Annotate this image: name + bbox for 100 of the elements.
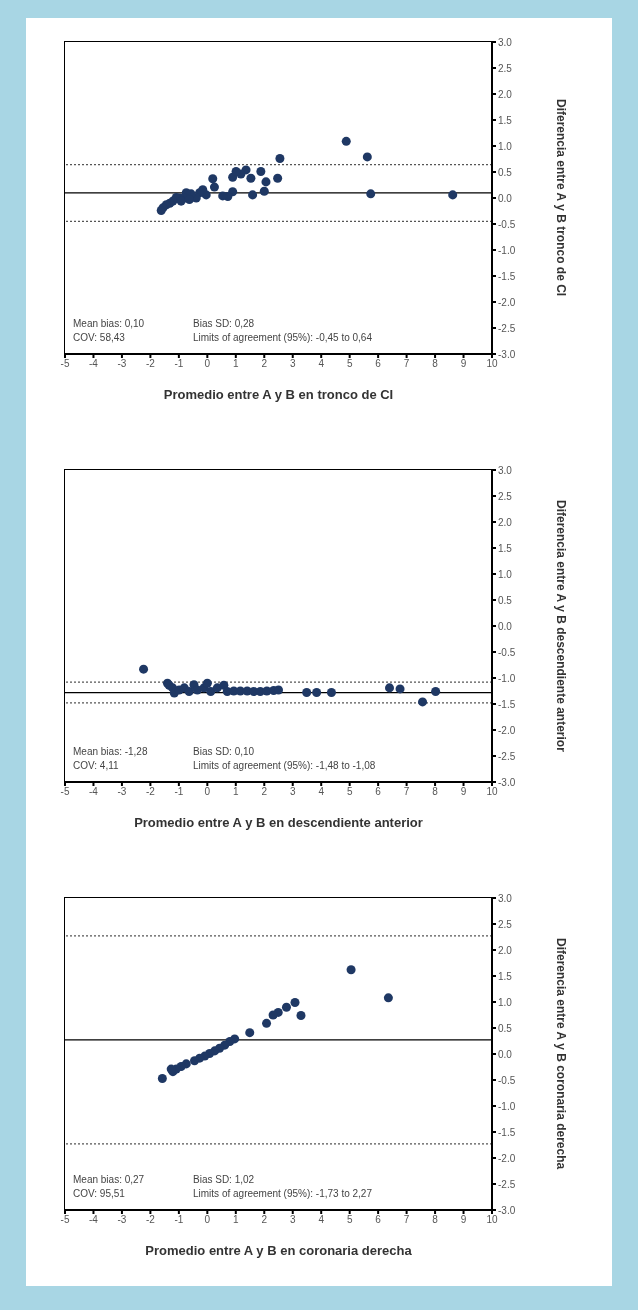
x-tick-label: -3 <box>117 358 127 370</box>
x-tick-label: -1 <box>174 358 184 370</box>
annotation: COV: 58,43 <box>73 332 126 343</box>
y-tick-label: -2.5 <box>498 750 516 762</box>
y-tick-label: 1.0 <box>498 140 513 152</box>
point <box>275 153 285 163</box>
y-tick-label: 0.5 <box>498 166 513 178</box>
x-tick-label: 4 <box>318 1214 325 1226</box>
point <box>302 688 312 698</box>
point <box>157 1073 167 1083</box>
y-tick-label: 3.0 <box>498 36 513 48</box>
x-axis-title: Promedio entre A y B en coronaria derecha <box>145 1243 413 1258</box>
x-tick-label: 2 <box>261 358 268 370</box>
x-tick-label: 6 <box>375 1214 382 1226</box>
x-tick-label: 1 <box>233 786 240 798</box>
y-tick-label: 3.0 <box>498 892 513 904</box>
x-tick-label: 9 <box>460 786 467 798</box>
y-tick-label: -1.5 <box>498 270 516 282</box>
point <box>259 186 269 196</box>
annotation: COV: 95,51 <box>73 1188 126 1199</box>
y-tick-label: -3.0 <box>498 1204 516 1216</box>
point <box>268 1010 278 1020</box>
x-tick-label: 0 <box>204 358 211 370</box>
point <box>281 1002 291 1012</box>
x-tick-label: 3 <box>289 786 296 798</box>
point <box>209 182 219 192</box>
x-tick-label: -2 <box>145 1214 156 1226</box>
point <box>206 687 216 697</box>
point <box>431 687 441 697</box>
x-tick-label: -3 <box>117 1214 127 1226</box>
x-tick-label: 7 <box>403 786 410 798</box>
y-tick-label: -0.5 <box>498 646 516 658</box>
x-tick-label: 3 <box>289 1214 296 1226</box>
annotation: Limits of agreement (95%): -1,73 to 2,27 <box>193 1188 373 1199</box>
annotation: Limits of agreement (95%): -0,45 to 0,64 <box>193 332 373 343</box>
y-tick-label: 0.0 <box>498 1048 513 1060</box>
x-tick-label: 8 <box>432 1214 439 1226</box>
annotation: Mean bias: 0,27 <box>73 1174 146 1185</box>
x-tick-label: 10 <box>486 786 498 798</box>
x-tick-label: -4 <box>89 1214 99 1226</box>
y-tick-label: -0.5 <box>498 1074 516 1086</box>
x-axis-title: Promedio entre A y B en descendiente anterior <box>134 815 423 830</box>
annotation: Limits of agreement (95%): -1,48 to -1,08 <box>193 760 377 771</box>
annotation: Bias SD: 1,02 <box>193 1174 256 1185</box>
point <box>184 687 194 697</box>
point <box>312 688 322 698</box>
x-tick-label: 0 <box>204 1214 211 1226</box>
point <box>262 1018 272 1028</box>
y-tick-label: 1.5 <box>498 542 513 554</box>
point <box>296 1011 306 1021</box>
x-axis-title: Promedio entre A y B en tronco de CI <box>163 387 394 402</box>
point <box>202 678 212 688</box>
y-tick-label: 0.0 <box>498 620 513 632</box>
y-axis-title: Diferencia entre A y B tronco de CI <box>553 98 568 299</box>
x-tick-label: -3 <box>117 786 127 798</box>
y-tick-label: -2.0 <box>498 296 516 308</box>
y-tick-label: 2.5 <box>498 490 513 502</box>
y-tick-label: -1.0 <box>498 1100 516 1112</box>
y-tick-label: -2.0 <box>498 724 516 736</box>
point <box>448 190 458 200</box>
point <box>385 683 395 693</box>
point <box>190 1056 200 1066</box>
y-tick-label: 3.0 <box>498 464 513 476</box>
y-tick-label: 2.0 <box>498 944 513 956</box>
x-tick-label: 2 <box>261 786 268 798</box>
y-tick-label: -1.0 <box>498 672 516 684</box>
y-tick-label: -1.0 <box>498 244 516 256</box>
x-tick-label: 9 <box>460 358 467 370</box>
x-tick-label: 7 <box>403 1214 410 1226</box>
x-tick-label: 8 <box>432 786 439 798</box>
point <box>290 998 300 1008</box>
x-tick-label: 0 <box>204 786 211 798</box>
x-tick-label: -2 <box>145 358 156 370</box>
annotation: Mean bias: -1,28 <box>73 746 149 757</box>
point <box>366 189 376 199</box>
point <box>326 688 336 698</box>
x-tick-label: 8 <box>432 358 439 370</box>
x-tick-label: -4 <box>89 786 99 798</box>
point <box>208 174 218 184</box>
x-tick-label: 6 <box>375 786 382 798</box>
y-tick-label: 0.0 <box>498 192 513 204</box>
annotation: Bias SD: 0,10 <box>193 746 256 757</box>
y-tick-label: 2.0 <box>498 516 513 528</box>
x-tick-label: 1 <box>233 1214 240 1226</box>
y-tick-label: 1.0 <box>498 996 513 1008</box>
x-tick-label: -1 <box>174 1214 184 1226</box>
point <box>261 177 271 187</box>
x-tick-label: 9 <box>460 1214 467 1226</box>
point <box>256 166 266 176</box>
x-tick-label: 7 <box>403 358 410 370</box>
annotation: COV: 4,11 <box>73 760 120 771</box>
y-tick-label: -1.5 <box>498 1126 516 1138</box>
annotation: Mean bias: 0,10 <box>73 318 146 329</box>
point <box>395 684 405 694</box>
point <box>383 993 393 1003</box>
y-tick-label: 2.0 <box>498 88 513 100</box>
y-tick-label: -3.0 <box>498 348 516 360</box>
y-tick-label: -2.5 <box>498 1178 516 1190</box>
x-tick-label: 2 <box>261 1214 268 1226</box>
x-tick-label: -2 <box>145 786 156 798</box>
